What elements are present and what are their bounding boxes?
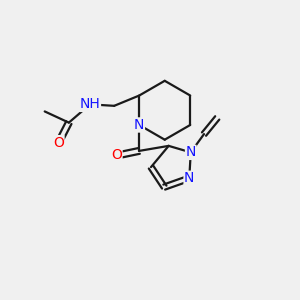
Text: N: N — [134, 118, 144, 132]
Text: O: O — [53, 136, 64, 150]
Text: NH: NH — [80, 98, 101, 111]
Text: N: N — [186, 146, 196, 159]
Text: N: N — [184, 171, 194, 185]
Text: O: O — [111, 148, 122, 162]
